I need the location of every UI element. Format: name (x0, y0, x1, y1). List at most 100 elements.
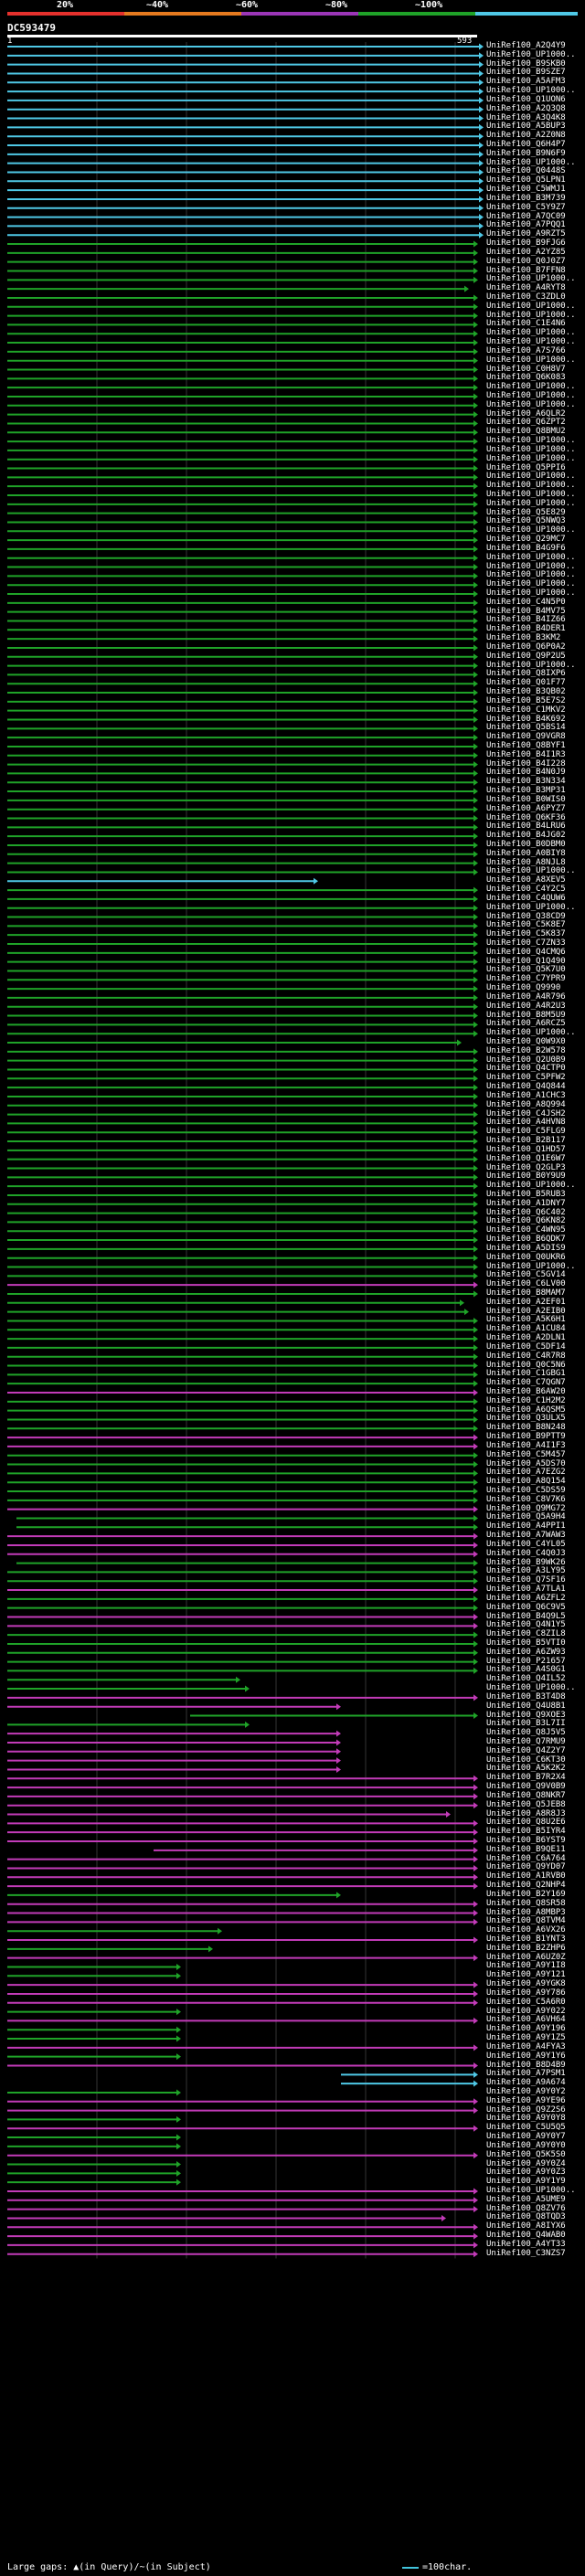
hit-label[interactable]: UniRef100_A6PYZ7 (486, 803, 566, 813)
hit-bar[interactable] (7, 1676, 240, 1683)
hit-bar[interactable] (7, 1119, 478, 1127)
hit-label[interactable]: UniRef100_Q4WAB0 (486, 2231, 566, 2241)
hit-bar[interactable] (7, 1003, 478, 1011)
hit-label[interactable]: UniRef100_Q6C402 (486, 1207, 566, 1217)
hit-bar[interactable] (7, 959, 478, 966)
hit-label[interactable]: UniRef100_C5GV14 (486, 1270, 566, 1280)
hit-bar[interactable] (7, 1210, 478, 1217)
hit-label[interactable]: UniRef100_A4S0G1 (486, 1665, 566, 1675)
hit-label[interactable]: UniRef100_B0WIS0 (486, 794, 566, 804)
hit-label[interactable]: UniRef100_B5E7S2 (486, 695, 566, 705)
hit-label[interactable]: UniRef100_C5A6R0 (486, 1997, 566, 2007)
hit-bar[interactable] (7, 1748, 341, 1755)
hit-label[interactable]: UniRef100_C7ZN33 (486, 938, 566, 948)
hit-label[interactable]: UniRef100_A4HVN8 (486, 1118, 566, 1128)
hit-bar[interactable] (7, 473, 478, 481)
hit-label[interactable]: UniRef100_P21657 (486, 1656, 566, 1666)
hit-bar[interactable] (7, 447, 478, 454)
hit-label[interactable]: UniRef100_B4K692 (486, 714, 566, 724)
hit-label[interactable]: UniRef100_UP1000.. (486, 490, 576, 499)
hit-label[interactable]: UniRef100_A4R796 (486, 991, 566, 1002)
hit-bar[interactable] (7, 626, 478, 633)
hit-bar[interactable] (7, 501, 478, 508)
hit-bar[interactable] (7, 196, 484, 203)
hit-bar[interactable] (7, 160, 484, 167)
hit-label[interactable]: UniRef100_A5BUP3 (486, 122, 566, 132)
hit-bar[interactable] (7, 1488, 478, 1495)
hit-label[interactable]: UniRef100_C5Y9Z7 (486, 202, 566, 212)
hit-label[interactable]: UniRef100_A1RVB0 (486, 1871, 566, 1882)
hit-label[interactable]: UniRef100_B3MP31 (486, 786, 566, 796)
hit-label[interactable]: UniRef100_A9Y022 (486, 2006, 566, 2016)
hit-label[interactable]: UniRef100_C4Q0J3 (486, 1548, 566, 1558)
hit-label[interactable]: UniRef100_B8M5U9 (486, 1010, 566, 1020)
hit-bar[interactable] (7, 1362, 478, 1370)
hit-label[interactable]: UniRef100_UP1000.. (486, 579, 576, 589)
hit-label[interactable]: UniRef100_A2Z0N8 (486, 131, 566, 141)
hit-bar[interactable] (7, 1344, 478, 1352)
hit-label[interactable]: UniRef100_UP1000.. (486, 382, 576, 392)
hit-label[interactable]: UniRef100_Q6P0A2 (486, 641, 566, 652)
hit-label[interactable]: UniRef100_B4N0J9 (486, 768, 566, 778)
hit-bar[interactable] (7, 339, 478, 346)
hit-bar[interactable] (7, 1201, 478, 1208)
hit-label[interactable]: UniRef100_Q1UON6 (486, 94, 566, 104)
hit-label[interactable]: UniRef100_C4JSH2 (486, 1108, 566, 1118)
hit-bar[interactable] (7, 1990, 478, 1998)
hit-label[interactable]: UniRef100_UP1000.. (486, 49, 576, 59)
hit-bar[interactable] (7, 617, 478, 624)
hit-label[interactable]: UniRef100_Q8TQD3 (486, 2212, 566, 2222)
hit-label[interactable]: UniRef100_C1E4N6 (486, 319, 566, 329)
hit-bar[interactable] (7, 303, 478, 311)
hit-label[interactable]: UniRef100_A5DS70 (486, 1458, 566, 1468)
hit-label[interactable]: UniRef100_B5RUB3 (486, 1189, 566, 1199)
hit-label[interactable]: UniRef100_Q38CD9 (486, 911, 566, 921)
hit-label[interactable]: UniRef100_B5IYR4 (486, 1827, 566, 1837)
hit-bar[interactable] (7, 599, 478, 607)
hit-bar[interactable] (7, 438, 478, 445)
hit-bar[interactable] (7, 1829, 478, 1836)
hit-bar[interactable] (7, 896, 478, 903)
hit-bar[interactable] (7, 2062, 478, 2069)
hit-label[interactable]: UniRef100_A5UME9 (486, 2194, 566, 2204)
hit-label[interactable]: UniRef100_Q9VGR8 (486, 732, 566, 742)
hit-label[interactable]: UniRef100_B9WK26 (486, 1557, 566, 1567)
hit-bar[interactable] (7, 1335, 478, 1342)
hit-bar[interactable] (7, 88, 484, 95)
hit-label[interactable]: UniRef100_B6AW20 (486, 1387, 566, 1396)
hit-label[interactable]: UniRef100_Q2GLP3 (486, 1162, 566, 1172)
hit-label[interactable]: UniRef100_Q7RMU9 (486, 1736, 566, 1746)
hit-bar[interactable] (7, 1165, 478, 1171)
hit-bar[interactable] (7, 581, 478, 588)
hit-bar[interactable] (7, 940, 478, 948)
hit-label[interactable]: UniRef100_A6VH64 (486, 2015, 566, 2025)
hit-label[interactable]: UniRef100_A9Y196 (486, 2024, 566, 2034)
hit-bar[interactable] (7, 168, 484, 175)
hit-bar[interactable] (7, 752, 478, 759)
hit-label[interactable]: UniRef100_B6YST9 (486, 1836, 566, 1845)
hit-bar[interactable] (7, 1721, 250, 1728)
hit-bar[interactable] (7, 366, 478, 374)
hit-bar[interactable] (7, 769, 478, 777)
hit-label[interactable]: UniRef100_A6QLR2 (486, 408, 566, 419)
hit-label[interactable]: UniRef100_C6LV00 (486, 1279, 566, 1289)
hit-label[interactable]: UniRef100_Q6H4P7 (486, 140, 566, 150)
hit-bar[interactable] (7, 79, 484, 86)
hit-label[interactable]: UniRef100_Q2U0B9 (486, 1055, 566, 1065)
hit-bar[interactable] (7, 1542, 478, 1549)
hit-bar[interactable] (7, 860, 478, 867)
hit-label[interactable]: UniRef100_A5DIS9 (486, 1243, 566, 1253)
hit-label[interactable]: UniRef100_A9A674 (486, 2078, 566, 2088)
hit-label[interactable]: UniRef100_UP1000.. (486, 588, 576, 599)
hit-label[interactable]: UniRef100_A9Y1I8 (486, 1961, 566, 1971)
hit-bar[interactable] (7, 546, 478, 553)
hit-label[interactable]: UniRef100_Q6C9V5 (486, 1602, 566, 1612)
hit-label[interactable]: UniRef100_UP1000.. (486, 525, 576, 535)
hit-bar[interactable] (7, 905, 478, 912)
hit-label[interactable]: UniRef100_Q8BMU2 (486, 427, 566, 437)
hit-label[interactable]: UniRef100_UP1000.. (486, 390, 576, 400)
hit-label[interactable]: UniRef100_B8D4B9 (486, 2060, 566, 2070)
hit-bar[interactable] (7, 1497, 478, 1504)
hit-bar[interactable] (7, 1048, 478, 1055)
hit-bar[interactable] (7, 2035, 181, 2042)
